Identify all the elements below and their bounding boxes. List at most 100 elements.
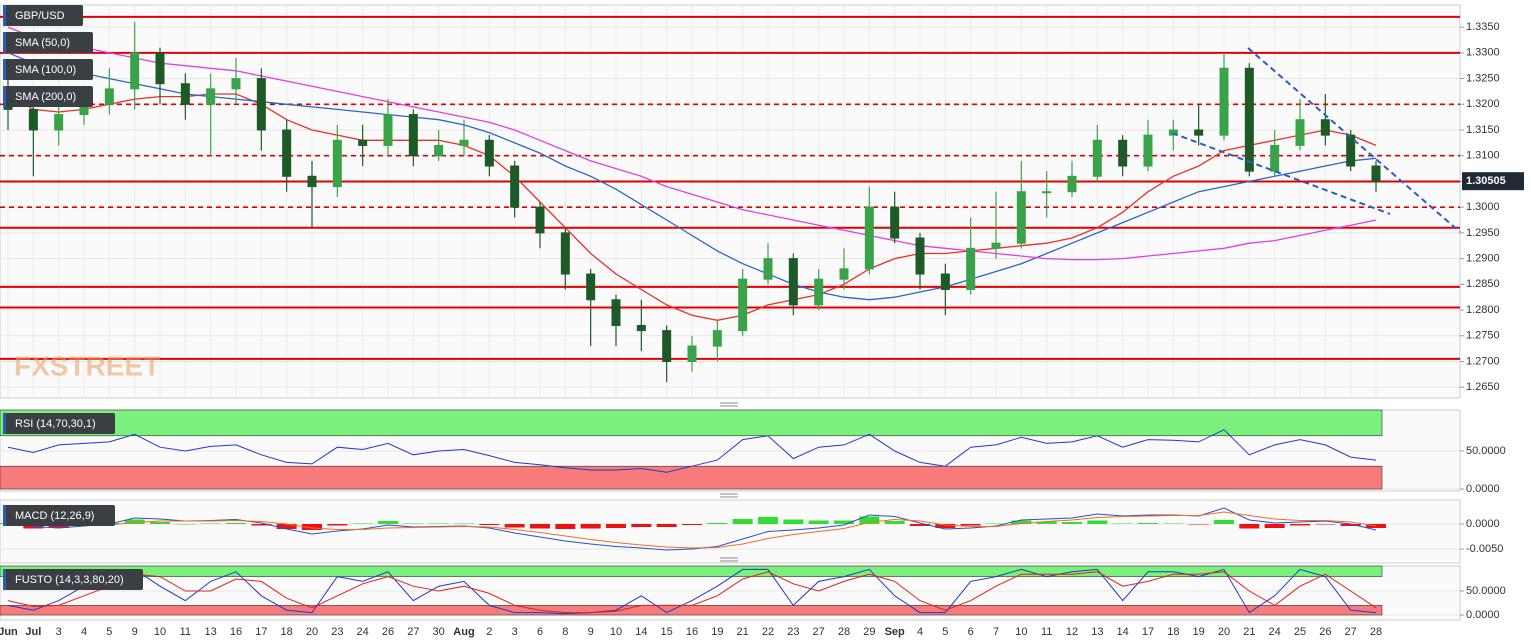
candle-body bbox=[1092, 139, 1102, 177]
histogram-bar bbox=[1290, 524, 1310, 526]
candle-body bbox=[864, 206, 874, 270]
candle-body bbox=[155, 52, 165, 85]
candle-body bbox=[1016, 191, 1026, 244]
candle-body bbox=[1219, 67, 1229, 136]
x-tick-label: 23 bbox=[787, 626, 799, 638]
candle-body bbox=[890, 206, 900, 239]
candle-body bbox=[484, 139, 494, 167]
trend-lines bbox=[1171, 47, 1461, 233]
candle-body bbox=[560, 232, 570, 275]
histogram-bar bbox=[1062, 522, 1082, 524]
y-tick-label: 1.3200 bbox=[1466, 98, 1500, 110]
candle-body bbox=[1143, 134, 1153, 167]
histogram-bar bbox=[656, 524, 677, 527]
legend-box bbox=[3, 569, 143, 590]
plot-area bbox=[0, 4, 1461, 399]
y-tick-label: 1.2700 bbox=[1466, 355, 1500, 367]
x-tick-label: 17 bbox=[255, 626, 267, 638]
candle-body bbox=[358, 139, 368, 146]
legend-strip bbox=[3, 86, 6, 107]
legend-label: GBP/USD bbox=[15, 10, 65, 22]
histogram-bar bbox=[226, 523, 246, 524]
histogram-bar bbox=[378, 521, 398, 524]
x-tick-label: 29 bbox=[863, 626, 875, 638]
legend-label: FUSTO (14,3,3,80,20) bbox=[15, 574, 124, 586]
histogram-bar bbox=[834, 520, 854, 524]
x-tick-label: 11 bbox=[180, 626, 191, 638]
candle-body bbox=[307, 175, 317, 188]
x-tick-label: 26 bbox=[1319, 626, 1331, 638]
oversold-band bbox=[0, 605, 1383, 616]
histogram-bar bbox=[1138, 523, 1158, 524]
histogram-bar bbox=[1264, 524, 1285, 528]
histogram-bar bbox=[200, 523, 221, 524]
histogram-bar bbox=[124, 519, 145, 524]
trend-line bbox=[1247, 47, 1461, 233]
histogram-bar bbox=[150, 522, 170, 524]
candle-body bbox=[434, 144, 444, 157]
candle-body bbox=[1194, 129, 1204, 136]
series-line bbox=[7, 507, 1377, 551]
last-price-box bbox=[1462, 172, 1524, 191]
y-tick-label: 1.3100 bbox=[1466, 150, 1500, 162]
trend-line bbox=[1171, 132, 1391, 215]
x-tick-label: 25 bbox=[1294, 626, 1306, 638]
histogram-bar bbox=[884, 521, 905, 524]
candle-body bbox=[206, 88, 216, 105]
y-tick-label: 0.0000 bbox=[1466, 609, 1500, 621]
candle-body bbox=[459, 139, 469, 146]
x-tick-label: 4 bbox=[917, 626, 923, 638]
y-tick-label: 1.3150 bbox=[1466, 124, 1500, 136]
legend-box bbox=[3, 59, 93, 80]
candle-body bbox=[915, 237, 925, 275]
x-tick-label: 6 bbox=[968, 626, 974, 638]
x-tick-label: 20 bbox=[1218, 626, 1230, 638]
histogram-bar bbox=[428, 523, 449, 524]
x-tick-label: 19 bbox=[1193, 626, 1205, 638]
histogram-bar bbox=[910, 524, 930, 526]
x-tick-label: 2 bbox=[486, 626, 492, 638]
x-tick-label: 27 bbox=[407, 626, 419, 638]
x-tick-label: 22 bbox=[762, 626, 774, 638]
candle-body bbox=[1067, 175, 1077, 193]
candle-body bbox=[510, 165, 520, 208]
candle-body bbox=[636, 324, 646, 332]
candle-body bbox=[231, 78, 241, 90]
panel-handles bbox=[720, 402, 738, 562]
x-tick-label: 8 bbox=[562, 626, 568, 638]
x-tick-label: 11 bbox=[1041, 626, 1052, 638]
histogram-bar bbox=[1214, 520, 1234, 524]
legend-box bbox=[3, 5, 83, 26]
x-tick-label: 13 bbox=[1091, 626, 1103, 638]
legend-strip bbox=[3, 569, 6, 590]
candle-body bbox=[1118, 139, 1128, 167]
x-tick-label: 9 bbox=[588, 626, 594, 638]
x-tick-label: 6 bbox=[537, 626, 543, 638]
histogram-bar bbox=[783, 519, 804, 524]
histogram-bar bbox=[504, 524, 525, 528]
histogram-bar bbox=[479, 524, 500, 525]
last-price-label: 1.30505 bbox=[1466, 175, 1506, 187]
histogram-bar bbox=[530, 524, 550, 529]
legend-strip bbox=[3, 59, 6, 80]
candle-body bbox=[687, 345, 697, 362]
candle-body bbox=[180, 83, 190, 105]
y-tick-label: -0.0050 bbox=[1466, 543, 1503, 555]
plot-layer: 1.3350 1.3300 1.3250 1.3200 1.3150 1.3100 1.30… bbox=[0, 4, 1524, 638]
candle-body bbox=[662, 330, 672, 362]
candle-body bbox=[535, 206, 545, 234]
histogram-bar bbox=[302, 524, 322, 530]
oversold-band bbox=[0, 465, 1383, 490]
candle-body bbox=[104, 88, 114, 105]
histogram-bar bbox=[454, 523, 474, 524]
candle-body bbox=[54, 114, 64, 131]
candle-body bbox=[991, 242, 1001, 249]
x-tick-label: Sep bbox=[885, 626, 905, 638]
legend-label: SMA (100,0) bbox=[15, 64, 76, 76]
candle-body bbox=[408, 114, 418, 157]
x-tick-label: Aug bbox=[453, 626, 474, 638]
y-tick-label: 1.2650 bbox=[1466, 381, 1500, 393]
candle-body bbox=[332, 139, 342, 188]
histogram-bar bbox=[732, 519, 753, 524]
candle-body bbox=[586, 273, 596, 301]
